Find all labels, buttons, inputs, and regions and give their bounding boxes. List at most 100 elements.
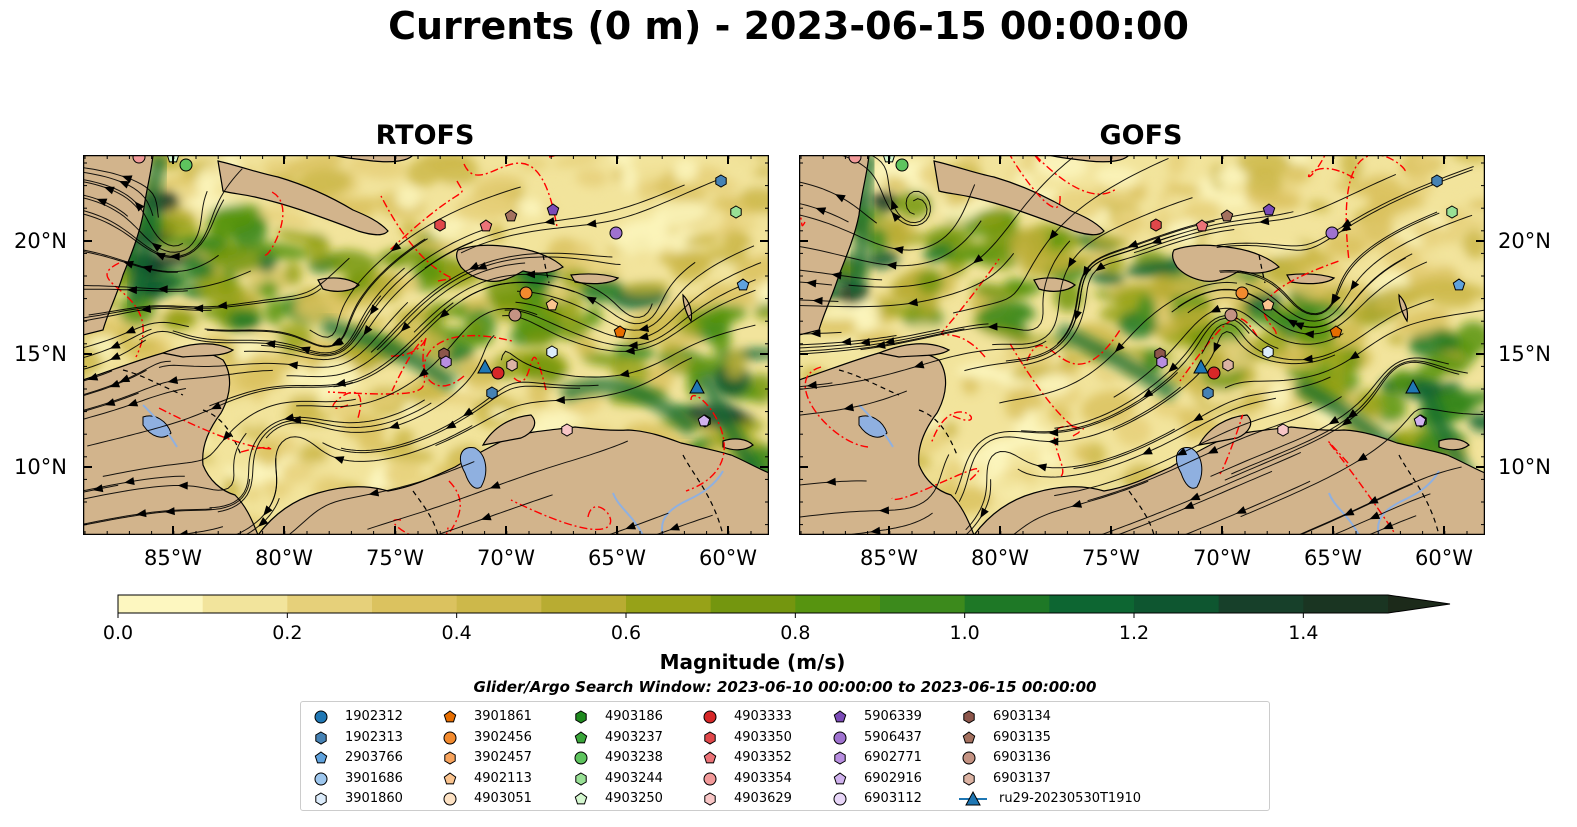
float-marker-ru29-20230530T1910 — [689, 378, 705, 394]
streamline-arrow — [1210, 304, 1221, 313]
streamline-arrow — [870, 526, 881, 535]
lon-label-85w-left: 85°W — [144, 546, 202, 570]
pentagon-marker-icon — [574, 730, 588, 743]
lake — [1176, 446, 1203, 489]
colorbar-segment — [880, 595, 966, 613]
streamline-arrow — [1369, 511, 1381, 520]
legend-item-label: 6902916 — [864, 770, 922, 786]
legend-item: 4903250 — [569, 789, 689, 809]
legend-item: 1902312 — [309, 707, 429, 727]
float-marker-6902916 — [697, 414, 711, 427]
colorbar-segment — [541, 595, 627, 613]
circle-marker-icon — [962, 751, 976, 765]
legend-item-label: 4903051 — [474, 791, 532, 806]
float-marker-1902313 — [1202, 386, 1214, 400]
lake — [460, 446, 487, 489]
float-marker-6902771 — [440, 355, 452, 369]
streamline-arrow — [1213, 342, 1222, 353]
pentagon-marker-icon — [962, 730, 976, 743]
eez-boundary — [106, 262, 144, 358]
legend-item-label: 4903237 — [605, 729, 663, 745]
land-mass — [481, 414, 536, 446]
legend-item: ru29-20230530T1910 — [957, 789, 1141, 809]
lon-label-65w-left: 65°W — [588, 546, 646, 570]
legend-item-label: 4903333 — [734, 709, 792, 724]
panel-title-rtofs: RTOFS — [375, 120, 475, 151]
circle-marker-icon — [833, 792, 847, 806]
legend-item-label: 4903238 — [605, 750, 663, 765]
legend-item: 4903354 — [698, 769, 818, 789]
streamline-arrow — [1189, 492, 1201, 501]
streamline-arrow — [109, 352, 121, 360]
land-mass — [570, 273, 620, 285]
eez-boundary — [510, 499, 612, 531]
streamline-arrow — [287, 361, 298, 370]
float-marker-ru29-20230530T1910 — [477, 358, 493, 374]
streamline-arrow — [859, 338, 871, 346]
land-mass — [1398, 293, 1409, 323]
streamline-arrow — [913, 360, 925, 369]
river — [661, 470, 724, 535]
legend-item-label: 3901860 — [345, 791, 403, 806]
float-marker-ru29-20230530T1910 — [1193, 358, 1209, 374]
colorbar-extend-arrow — [1388, 595, 1450, 613]
eez-boundary — [1327, 440, 1397, 535]
float-marker-4903354 — [132, 155, 146, 164]
streamline-arrow — [1258, 217, 1270, 226]
circle-marker-icon — [833, 731, 847, 744]
land-mass — [217, 160, 389, 236]
streamline-arrow — [1341, 416, 1353, 426]
pentagon-marker-icon — [314, 751, 328, 764]
land-mass — [876, 343, 951, 358]
streamline-arrow — [1192, 412, 1204, 422]
streamline-arrow — [1302, 354, 1313, 363]
pentagon-marker-icon — [443, 710, 457, 723]
colorbar-tick-label: 1.2 — [1118, 622, 1150, 644]
circle-marker-icon — [314, 772, 328, 785]
streamline-arrow — [222, 430, 233, 441]
colorbar-segment — [795, 595, 881, 613]
lat-label-10n-right: 10°N — [1498, 455, 1551, 479]
circle-marker-icon — [443, 792, 457, 806]
streamline-arrow — [141, 265, 153, 274]
eez-boundary — [930, 411, 972, 445]
float-marker-3902456 — [1235, 286, 1249, 300]
legend-item-label: 4902113 — [474, 770, 532, 786]
colorbar-tick-label: 0.0 — [102, 622, 134, 644]
float-marker-1902313 — [486, 386, 498, 400]
legend-item-label: 3901686 — [345, 770, 403, 786]
streamline-arrow — [1343, 507, 1355, 516]
pentagon-marker-icon — [833, 771, 847, 784]
pentagon-marker-icon — [833, 710, 847, 723]
streamline-arrow — [1036, 463, 1047, 472]
eez-boundary — [1219, 414, 1244, 475]
land-mass — [933, 160, 1105, 236]
streamline-arrow — [831, 271, 842, 280]
streamline-arrow — [893, 246, 904, 254]
colorbar-segment — [456, 595, 542, 613]
streamline-arrow — [585, 296, 597, 305]
float-marker-1902313 — [1431, 174, 1443, 188]
colorbar-tick-label: 0.6 — [610, 622, 642, 644]
streamline-arrow — [263, 505, 273, 516]
colorbar-outline — [117, 594, 1451, 614]
streamline-arrow — [1142, 446, 1153, 455]
land-mass — [1197, 414, 1252, 446]
streamline-arrow — [210, 401, 222, 410]
land-mass — [1286, 273, 1336, 285]
streamline-arrow — [1127, 240, 1139, 248]
streamline-arrow — [127, 398, 139, 407]
hexagon-marker-icon — [963, 771, 975, 786]
legend-item-label: 6902771 — [864, 750, 922, 765]
legend-item: 6903112 — [828, 789, 948, 809]
streamline-arrow — [109, 341, 121, 349]
country-border — [542, 254, 550, 284]
land-mass — [455, 244, 564, 282]
streamline-arrow — [586, 219, 597, 228]
pentagon-marker-icon — [703, 751, 717, 764]
streamline-arrow — [119, 374, 131, 383]
legend-item: 3901861 — [438, 707, 558, 727]
float-marker-1902313 — [715, 174, 727, 188]
legend-item: 4903238 — [569, 748, 689, 768]
eez-boundary — [891, 468, 980, 501]
